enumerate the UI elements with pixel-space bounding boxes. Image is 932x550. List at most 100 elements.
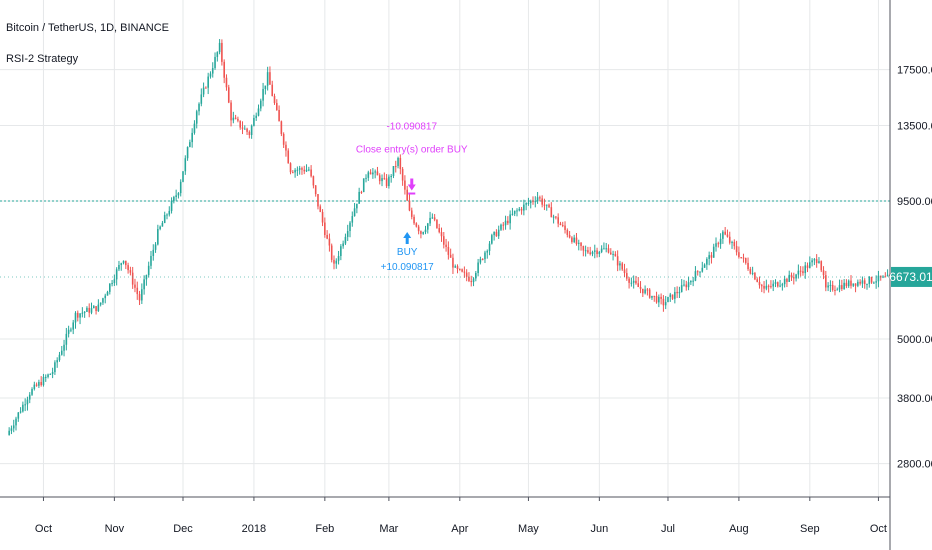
- y-tick-label: 3800.00: [897, 393, 932, 405]
- candle-body: [472, 278, 475, 283]
- candle-body: [470, 281, 473, 283]
- candle-body: [827, 285, 829, 288]
- candle-body: [182, 171, 184, 182]
- candlesticks: [8, 39, 900, 436]
- candle-body: [735, 246, 738, 253]
- last-price-badge-box: [891, 266, 932, 287]
- candle-body: [442, 236, 445, 245]
- candle-body: [623, 269, 626, 274]
- candle-body: [863, 280, 866, 285]
- x-axis-ticks[interactable]: Oct Nov Dec 2018 Feb Mar Apr May Jun Jul Aug Sep Oct: [35, 523, 887, 535]
- candle-body: [388, 176, 390, 187]
- candle-body: [706, 258, 708, 265]
- candle-body: [523, 204, 525, 211]
- candle-body: [475, 272, 477, 279]
- study-title[interactable]: RSI-2 Strategy: [6, 53, 79, 65]
- candle-body: [722, 231, 724, 239]
- candle-body: [527, 202, 530, 204]
- candle-body: [88, 307, 91, 313]
- candle-body: [843, 282, 845, 290]
- candle-body: [577, 242, 580, 244]
- candle-body: [882, 276, 884, 278]
- candle-body: [609, 252, 612, 255]
- candle-body: [671, 294, 674, 299]
- candle-body: [280, 121, 283, 134]
- candle-body: [724, 231, 726, 235]
- candle-body: [353, 208, 356, 217]
- candle-body: [699, 271, 701, 273]
- candle-body: [545, 204, 548, 206]
- candle-body: [12, 425, 15, 429]
- candle-body: [404, 180, 406, 190]
- candle-body: [509, 214, 511, 224]
- candle-body: [97, 304, 100, 312]
- candle-body: [678, 291, 681, 294]
- candle-body: [731, 241, 733, 243]
- candle-body: [770, 286, 772, 288]
- candle-body: [223, 61, 225, 78]
- candle-body: [783, 278, 786, 285]
- candle-body: [674, 291, 676, 299]
- candle-body: [255, 115, 258, 118]
- candle-body: [486, 250, 489, 253]
- y-tick-label: 2800.00: [897, 459, 932, 471]
- candle-body: [733, 241, 736, 247]
- candle-body: [74, 312, 77, 323]
- candle-body: [658, 296, 660, 303]
- candle-body: [719, 238, 722, 245]
- candle-body: [738, 252, 740, 258]
- candle-body: [481, 258, 484, 260]
- candle-body: [401, 168, 404, 181]
- candle-body: [186, 147, 189, 159]
- candle-body: [216, 52, 219, 57]
- candle-body: [651, 295, 653, 298]
- candle-body: [250, 125, 253, 136]
- candle-body: [484, 252, 486, 260]
- candle-body: [102, 298, 104, 303]
- candle-body: [504, 220, 507, 226]
- candle-body: [438, 228, 441, 233]
- y-axis-ticks[interactable]: 25000.0017500.0013500.009500.005000.0038…: [897, 0, 932, 471]
- candle-body: [429, 217, 431, 224]
- candle-body: [726, 234, 729, 237]
- candle-body: [346, 231, 349, 237]
- candle-body: [344, 236, 347, 244]
- candle-body: [799, 270, 802, 272]
- candle-body: [694, 271, 697, 281]
- candle-body: [866, 283, 868, 285]
- candle-body: [809, 262, 811, 268]
- candle-body: [598, 251, 601, 255]
- candle-body: [792, 277, 795, 279]
- candle-body: [163, 214, 166, 223]
- candle-body: [802, 271, 804, 274]
- candle-body: [445, 244, 447, 247]
- candle-body: [317, 194, 319, 207]
- candle-body: [159, 226, 161, 229]
- x-tick-label: Feb: [315, 523, 334, 535]
- candle-body: [642, 288, 644, 294]
- candle-body: [582, 246, 585, 251]
- candle-body: [166, 214, 168, 216]
- candle-body: [596, 250, 598, 255]
- candle-body: [175, 195, 177, 197]
- candle-body: [847, 280, 850, 287]
- candle-body: [815, 259, 818, 263]
- candle-body: [548, 204, 550, 208]
- candle-body: [40, 381, 42, 386]
- candle-body: [571, 237, 573, 242]
- candle-body: [195, 111, 198, 124]
- candle-body: [619, 263, 621, 266]
- candle-body: [758, 281, 761, 286]
- candle-body: [838, 285, 841, 290]
- candle-body: [406, 189, 408, 201]
- candle-body: [378, 175, 381, 182]
- candle-body: [392, 166, 395, 177]
- candle-body: [543, 204, 546, 206]
- candle-body: [449, 254, 452, 258]
- candle-body: [644, 289, 646, 294]
- candle-body: [109, 283, 111, 292]
- candle-body: [520, 208, 523, 211]
- candle-body: [603, 248, 605, 250]
- candle-body: [690, 280, 692, 283]
